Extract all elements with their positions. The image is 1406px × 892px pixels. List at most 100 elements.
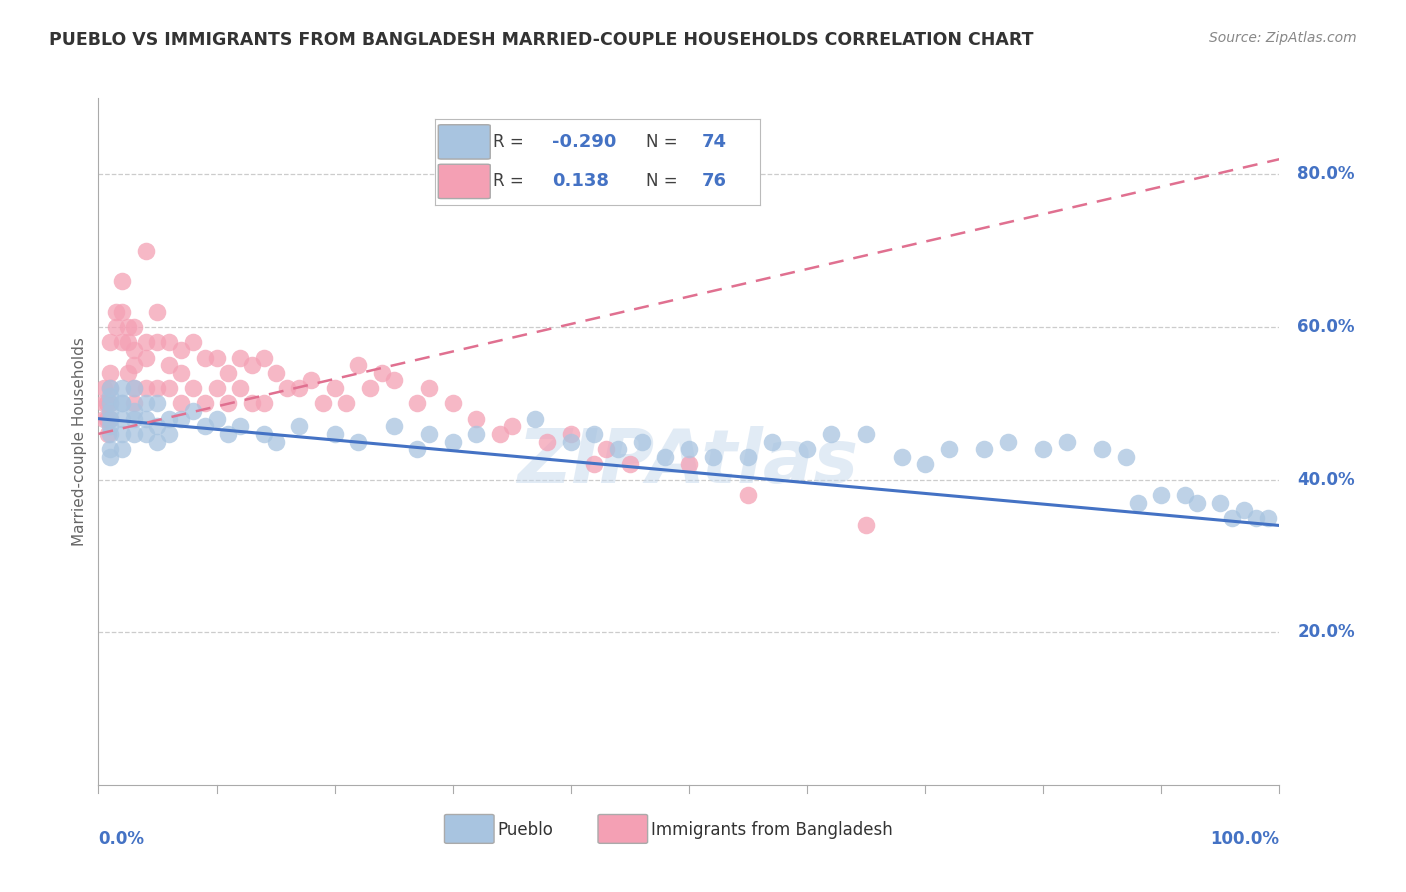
Point xyxy=(122,343,145,357)
Point xyxy=(205,411,228,425)
Point xyxy=(855,426,877,441)
Point xyxy=(157,426,180,441)
Point xyxy=(122,381,145,395)
Point xyxy=(524,411,547,425)
Point xyxy=(98,389,121,403)
Point xyxy=(938,442,960,457)
Point xyxy=(678,442,700,457)
Point xyxy=(111,411,134,425)
Point xyxy=(583,458,606,472)
Point xyxy=(135,411,157,425)
Text: 60.0%: 60.0% xyxy=(1298,318,1354,336)
Point xyxy=(98,396,121,410)
Point xyxy=(122,396,145,410)
Point xyxy=(135,351,157,365)
Point xyxy=(1257,511,1279,525)
Point xyxy=(276,381,298,395)
Point xyxy=(98,381,121,395)
Text: Immigrants from Bangladesh: Immigrants from Bangladesh xyxy=(651,821,893,838)
Point xyxy=(382,374,405,388)
Text: -0.290: -0.290 xyxy=(553,133,616,151)
Point xyxy=(240,358,263,372)
Point xyxy=(96,396,118,410)
Point xyxy=(1056,434,1078,449)
Point xyxy=(98,426,121,441)
Text: R =: R = xyxy=(494,172,530,190)
Text: 74: 74 xyxy=(702,133,727,151)
Point xyxy=(98,396,121,410)
Point xyxy=(264,366,287,380)
Point xyxy=(1150,488,1173,502)
Point xyxy=(181,335,204,350)
Point xyxy=(630,434,652,449)
Text: 80.0%: 80.0% xyxy=(1298,165,1354,184)
Point xyxy=(135,396,157,410)
Point xyxy=(105,320,128,334)
Point xyxy=(146,396,169,410)
Point xyxy=(98,381,121,395)
Point xyxy=(1115,450,1137,464)
Point xyxy=(973,442,995,457)
Point xyxy=(1244,511,1267,525)
Point xyxy=(997,434,1019,449)
Point xyxy=(465,411,488,425)
FancyBboxPatch shape xyxy=(444,814,494,843)
Point xyxy=(146,335,169,350)
Point xyxy=(111,426,134,441)
Point xyxy=(619,458,641,472)
Point xyxy=(335,396,357,410)
Point xyxy=(536,434,558,449)
Point xyxy=(111,396,134,410)
Point xyxy=(654,450,676,464)
Point xyxy=(135,426,157,441)
Point xyxy=(465,426,488,441)
Point xyxy=(382,419,405,434)
Point xyxy=(111,381,134,395)
Point xyxy=(737,450,759,464)
Point xyxy=(105,305,128,319)
Point xyxy=(98,411,121,425)
Point xyxy=(299,374,322,388)
Point xyxy=(170,411,193,425)
Point xyxy=(702,450,724,464)
Point xyxy=(406,442,429,457)
Point xyxy=(111,442,134,457)
Point xyxy=(122,404,145,418)
Point xyxy=(117,366,139,380)
Text: N =: N = xyxy=(647,172,683,190)
Point xyxy=(122,320,145,334)
Point xyxy=(217,426,239,441)
Point xyxy=(194,351,217,365)
Point xyxy=(820,426,842,441)
Point xyxy=(98,419,121,434)
Point xyxy=(737,488,759,502)
Point xyxy=(170,366,193,380)
Point xyxy=(122,358,145,372)
Point xyxy=(157,335,180,350)
Point xyxy=(253,396,276,410)
Text: Source: ZipAtlas.com: Source: ZipAtlas.com xyxy=(1209,31,1357,45)
Point xyxy=(135,335,157,350)
Point xyxy=(583,426,606,441)
Point xyxy=(347,434,370,449)
FancyBboxPatch shape xyxy=(439,125,491,159)
Point xyxy=(117,335,139,350)
Text: PUEBLO VS IMMIGRANTS FROM BANGLADESH MARRIED-COUPLE HOUSEHOLDS CORRELATION CHART: PUEBLO VS IMMIGRANTS FROM BANGLADESH MAR… xyxy=(49,31,1033,49)
Point xyxy=(253,426,276,441)
Point xyxy=(111,274,134,288)
Point xyxy=(796,442,818,457)
Point xyxy=(194,396,217,410)
Point xyxy=(1126,495,1149,509)
Point xyxy=(98,411,121,425)
Text: 0.138: 0.138 xyxy=(553,172,609,190)
Text: 40.0%: 40.0% xyxy=(1298,471,1355,489)
Point xyxy=(93,396,115,410)
Text: 76: 76 xyxy=(702,172,727,190)
Point xyxy=(323,426,346,441)
Point xyxy=(229,351,252,365)
Point xyxy=(111,305,134,319)
Point xyxy=(264,434,287,449)
Point xyxy=(560,434,582,449)
Point xyxy=(111,396,134,410)
Point xyxy=(122,411,145,425)
